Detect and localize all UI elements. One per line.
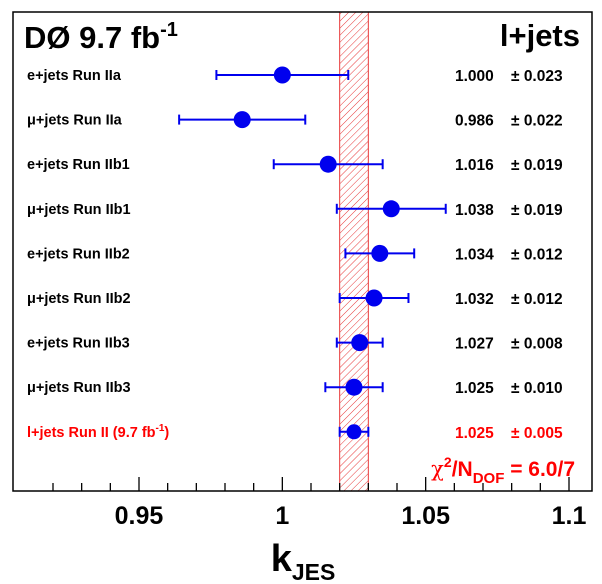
row-label: e+jets Run IIb3 — [27, 336, 130, 352]
row-value: 1.016 — [455, 157, 494, 174]
row-uncertainty: ± 0.019 — [511, 202, 563, 219]
measurement-row: μ+jets Run IIa 0.986 ± 0.022 — [27, 111, 563, 130]
row-value: 1.038 — [455, 202, 494, 219]
row-uncertainty: ± 0.019 — [511, 157, 563, 174]
row-label: μ+jets Run IIb3 — [27, 380, 131, 396]
tick-label: 1 — [275, 502, 289, 530]
x-axis-label: kJES — [271, 538, 336, 584]
row-label: μ+jets Run IIb2 — [27, 291, 131, 307]
channel-label: l+jets — [500, 18, 580, 53]
tick-label: 1.1 — [552, 502, 587, 530]
tick-label: 0.95 — [115, 502, 164, 530]
data-point — [345, 378, 363, 396]
tick-label: 1.05 — [401, 502, 450, 530]
measurement-row: μ+jets Run IIb3 1.025 ± 0.010 — [27, 378, 563, 397]
row-uncertainty: ± 0.012 — [511, 246, 563, 263]
row-uncertainty: ± 0.022 — [511, 113, 563, 130]
plot-frame — [12, 11, 593, 492]
row-value: 1.025 — [455, 380, 494, 397]
row-uncertainty: ± 0.023 — [511, 68, 563, 85]
row-label: e+jets Run IIb2 — [27, 246, 130, 262]
measurement-row: μ+jets Run IIb1 1.038 ± 0.019 — [27, 200, 563, 219]
data-point — [371, 244, 389, 262]
row-label: μ+jets Run IIa — [27, 113, 123, 129]
data-point — [351, 334, 369, 352]
measurement-row: e+jets Run IIb2 1.034 ± 0.012 — [27, 244, 563, 263]
row-label: l+jets Run II (9.7 fb-1) — [27, 423, 169, 441]
row-value: 0.986 — [455, 113, 494, 130]
row-label: e+jets Run IIa — [27, 68, 122, 84]
row-value: 1.000 — [455, 68, 494, 85]
row-uncertainty: ± 0.012 — [511, 291, 563, 308]
measurement-row: μ+jets Run IIb2 1.032 ± 0.012 — [27, 289, 563, 308]
row-value: 1.027 — [455, 336, 494, 353]
row-value: 1.034 — [455, 246, 494, 263]
data-point — [365, 289, 383, 307]
chi2-annotation: χ2/NDOF = 6.0/7 — [431, 454, 575, 487]
chart-title: DØ 9.7 fb-1 — [24, 19, 178, 55]
measurement-row: l+jets Run II (9.7 fb-1) 1.025 ± 0.005 — [27, 423, 563, 442]
row-value: 1.032 — [455, 291, 494, 308]
data-point — [273, 66, 291, 84]
row-value: 1.025 — [455, 425, 494, 442]
plot-area — [13, 12, 592, 491]
row-uncertainty: ± 0.008 — [511, 336, 563, 353]
row-label: μ+jets Run IIb1 — [27, 202, 131, 218]
measurement-row: e+jets Run IIa 1.000 ± 0.023 — [27, 66, 563, 85]
measurement-row: e+jets Run IIb3 1.027 ± 0.008 — [27, 334, 563, 353]
data-point — [346, 424, 362, 440]
data-point — [382, 200, 400, 218]
row-uncertainty: ± 0.010 — [511, 380, 563, 397]
data-point — [233, 111, 251, 129]
row-uncertainty: ± 0.005 — [511, 425, 563, 442]
row-label: e+jets Run IIb1 — [27, 157, 130, 173]
data-point — [319, 155, 337, 173]
measurement-row: e+jets Run IIb1 1.016 ± 0.019 — [27, 155, 563, 174]
combined-band — [339, 11, 369, 492]
